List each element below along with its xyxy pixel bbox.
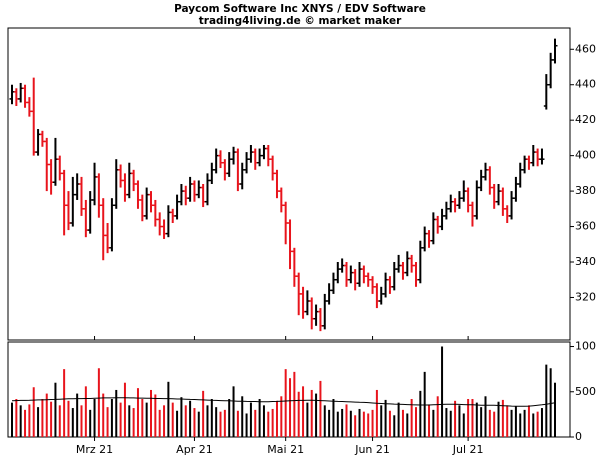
y-tick-label: 340 — [575, 255, 596, 268]
y-tick-label: 400 — [575, 149, 596, 162]
y-tick-label: 320 — [575, 290, 596, 303]
y-tick-label: 360 — [575, 220, 596, 233]
y-tick-label: 380 — [575, 184, 596, 197]
volume-frame — [7, 341, 571, 438]
x-tick-label: Apr 21 — [176, 443, 213, 456]
y-tick-label: 460 — [575, 42, 596, 55]
chart-title: Paycom Software Inc XNYS / EDV Software — [174, 3, 426, 15]
vol-tick-label: 500 — [575, 385, 596, 398]
vol-tick-label: 0 — [575, 430, 582, 443]
x-tick-label: Jul 21 — [452, 443, 484, 456]
volume-ma — [11, 397, 556, 407]
x-tick-label: Mrz 21 — [76, 443, 113, 456]
y-tick-label: 440 — [575, 78, 596, 91]
x-tick-label: Jun 21 — [354, 443, 390, 456]
vol-tick-label: 100 — [575, 340, 596, 353]
chart-subtitle: trading4living.de © market maker — [199, 15, 402, 27]
y-tick-label: 420 — [575, 113, 596, 126]
price-frame — [7, 27, 571, 341]
x-tick-label: Mai 21 — [267, 443, 304, 456]
